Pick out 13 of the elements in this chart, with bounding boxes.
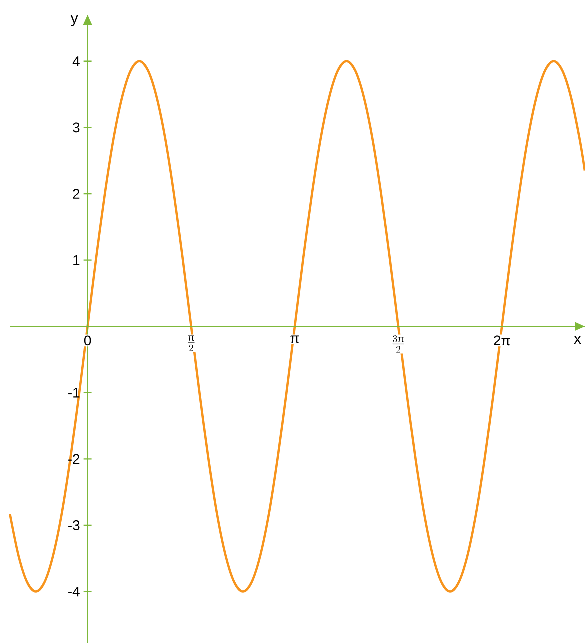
x-tick-label: $\frac{3\text{π}}{2}$ xyxy=(392,336,404,353)
x-axis-title: x xyxy=(574,336,582,344)
y-tick-label: 4 xyxy=(72,56,80,66)
y-axis-title: y xyxy=(70,15,78,26)
x-tick-label: 0 xyxy=(84,336,92,346)
y-tick-label: 3 xyxy=(73,122,80,133)
y-tick-label: -3 xyxy=(68,520,80,530)
y-tick-label: -4 xyxy=(68,586,80,597)
y-tick-label: 1 xyxy=(74,255,80,266)
x-tick-label: $\frac{\text{π}}{2}$ xyxy=(188,336,195,352)
x-tick-label: π xyxy=(290,336,300,344)
x-tick-label: 2π xyxy=(494,336,510,346)
y-tick-label: 2 xyxy=(73,189,80,199)
